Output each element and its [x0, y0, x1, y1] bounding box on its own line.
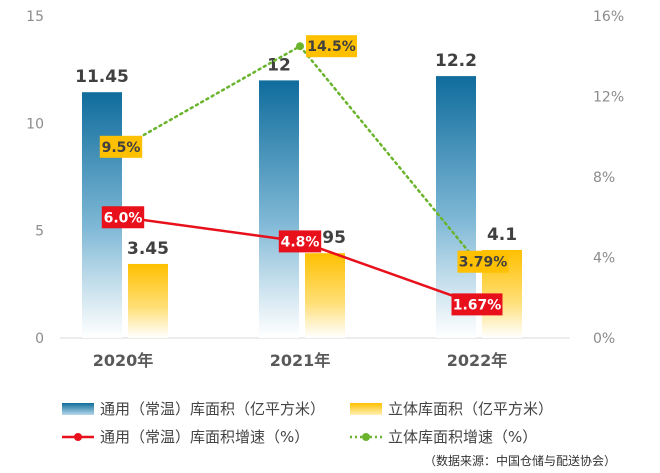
line-data-label: 4.8%	[281, 234, 320, 250]
legend-swatch-blue-bar	[62, 402, 94, 415]
legend-item-general-area: 通用（常温）库面积（亿平方米）	[62, 398, 325, 419]
series-line-stereo-growth	[121, 44, 479, 263]
line-data-label-box	[278, 230, 322, 253]
line-data-label: 6.0%	[104, 210, 143, 226]
x-tick-label: 2022年	[447, 351, 508, 370]
line-data-label: 14.5%	[307, 39, 356, 55]
legend-label: 通用（常温）库面积增速（%）	[100, 428, 310, 446]
legend-swatch-gold-bar	[350, 402, 382, 415]
x-tick-label: 2021年	[270, 351, 331, 370]
line-data-label-box	[457, 250, 509, 273]
legend-item-stereo-area: 立体库面积（亿平方米）	[350, 398, 553, 419]
bar-stereo-area	[128, 263, 168, 338]
bar-data-label: 12.2	[435, 51, 477, 71]
legend-swatch-green-dotted-line	[350, 432, 382, 441]
legend-item-stereo-growth: 立体库面积增速（%）	[350, 426, 537, 447]
bar-data-label: 3.45	[127, 239, 169, 259]
line-data-label: 1.67%	[453, 297, 502, 313]
y-left-tick-label: 0	[35, 331, 44, 347]
y-right-tick-label: 0%	[593, 331, 615, 347]
line-data-label: 3.79%	[459, 255, 508, 271]
line-data-label-box	[101, 206, 145, 229]
source-note: （数据来源：中国仓储与配送协会）	[423, 454, 616, 468]
bar-stereo-area	[305, 253, 345, 338]
legend-label: 通用（常温）库面积（亿平方米）	[100, 400, 326, 418]
legend-swatch-red-line	[62, 432, 94, 441]
series-line-general-growth	[121, 216, 479, 306]
bar-data-label: 11.45	[75, 67, 129, 87]
y-right-tick-label: 16%	[593, 9, 624, 25]
x-tick-label: 2020年	[93, 351, 154, 370]
line-data-label-box	[306, 35, 357, 58]
bar-data-label: 12	[267, 55, 291, 75]
y-right-tick-label: 8%	[593, 170, 615, 186]
legend-label: 立体库面积（亿平方米）	[388, 400, 554, 418]
line-data-label-box	[451, 293, 503, 316]
bar-general-area	[259, 80, 299, 339]
line-point	[296, 42, 304, 51]
line-data-label-box	[99, 135, 143, 158]
line-data-label: 9.5%	[102, 140, 141, 156]
y-left-tick-label: 10	[26, 116, 44, 132]
legend-item-general-growth: 通用（常温）库面积增速（%）	[62, 426, 309, 447]
y-right-tick-label: 12%	[593, 90, 624, 106]
y-left-tick-label: 5	[35, 224, 44, 240]
y-left-tick-label: 15	[26, 9, 44, 25]
bar-data-label: 4.1	[487, 225, 517, 245]
legend-label: 立体库面积增速（%）	[388, 428, 538, 446]
y-right-tick-label: 4%	[593, 251, 615, 267]
